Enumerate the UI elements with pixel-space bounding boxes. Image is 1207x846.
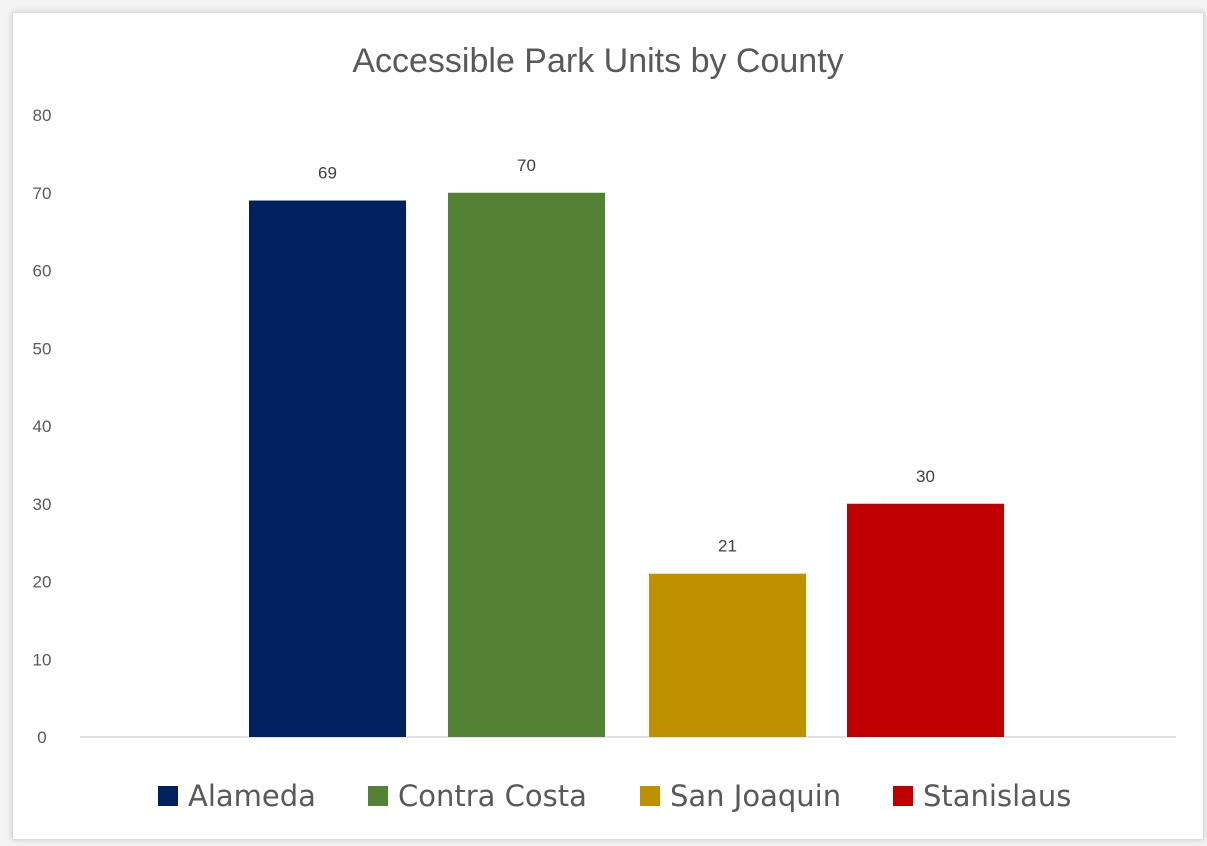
y-tick-label: 80 <box>33 106 52 125</box>
data-labels: 69 70 21 30 <box>318 156 935 556</box>
legend-label: Contra Costa <box>398 779 587 813</box>
legend: Alameda Contra Costa San Joaquin Stanislaus <box>158 779 1071 813</box>
bars <box>249 192 1004 737</box>
bar-contra-costa <box>448 192 605 737</box>
bar-san-joaquin <box>649 573 806 737</box>
legend-swatch <box>368 786 388 806</box>
legend-item: Stanislaus <box>893 779 1071 813</box>
legend-item: Contra Costa <box>368 779 587 813</box>
y-axis: 0 10 20 30 40 50 60 70 80 <box>33 106 52 747</box>
bar-stanislaus <box>847 503 1004 737</box>
legend-label: San Joaquin <box>670 779 841 813</box>
legend-item: Alameda <box>158 779 316 813</box>
data-label: 69 <box>318 164 337 183</box>
y-tick-label: 50 <box>33 339 52 358</box>
legend-label: Alameda <box>188 779 316 813</box>
y-tick-label: 10 <box>33 650 52 669</box>
legend-swatch <box>158 786 178 806</box>
legend-item: San Joaquin <box>640 779 841 813</box>
data-label: 30 <box>916 467 935 486</box>
bar-alameda <box>249 200 406 737</box>
legend-swatch <box>893 786 913 806</box>
y-tick-label: 40 <box>33 417 52 436</box>
chart-area <box>12 12 1204 840</box>
data-label: 70 <box>517 156 536 175</box>
y-tick-label: 30 <box>33 495 52 514</box>
data-label: 21 <box>718 537 737 556</box>
y-tick-label: 70 <box>33 184 52 203</box>
chart-title: Accessible Park Units by County <box>352 42 843 80</box>
legend-swatch <box>640 786 660 806</box>
y-tick-label: 20 <box>33 573 52 592</box>
legend-label: Stanislaus <box>923 779 1071 813</box>
y-tick-label: 0 <box>37 728 46 747</box>
y-tick-label: 60 <box>33 262 52 281</box>
